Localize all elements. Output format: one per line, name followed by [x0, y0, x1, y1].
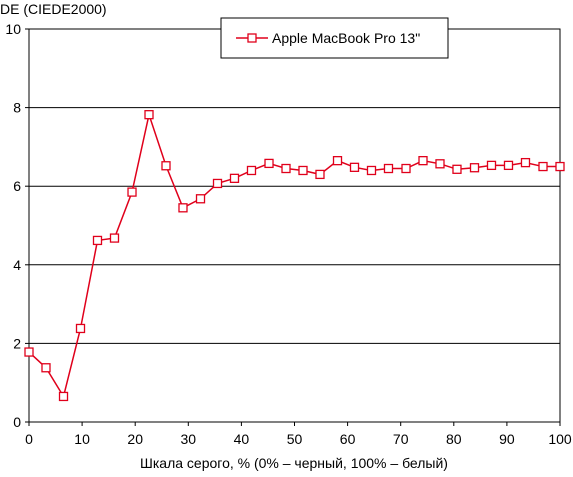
point-marker [538, 161, 548, 172]
point-marker [503, 160, 514, 171]
y-tick-label: 4 [13, 257, 21, 273]
point-marker [195, 194, 206, 204]
point-marker [246, 165, 257, 176]
x-tick-label: 10 [74, 431, 90, 447]
y-tick-label: 10 [5, 21, 21, 37]
point-marker [161, 161, 171, 171]
point-marker [92, 235, 103, 246]
x-tick-label: 50 [287, 431, 303, 447]
point-marker [555, 161, 565, 172]
point-marker [58, 391, 69, 402]
point-marker [298, 165, 308, 176]
point-marker [332, 156, 343, 166]
point-marker [127, 187, 137, 197]
y-tick-label: 0 [13, 414, 21, 430]
plot-frame [28, 28, 561, 423]
point-marker [315, 169, 325, 180]
x-tick-label: 70 [393, 431, 409, 447]
legend-label: Apple MacBook Pro 13" [272, 30, 420, 46]
point-marker [435, 159, 445, 169]
legend-marker [247, 33, 257, 43]
point-marker [418, 156, 428, 166]
x-axis-label: Шкала серого, % (0% – черный, 100% – бел… [140, 455, 448, 471]
x-tick-label: 40 [234, 431, 250, 447]
y-tick-label: 8 [13, 100, 21, 116]
point-marker [229, 173, 240, 183]
point-marker [41, 363, 51, 373]
x-tick-label: 30 [181, 431, 197, 447]
point-marker [178, 203, 188, 213]
point-marker [24, 347, 34, 357]
y-tick-label: 2 [13, 335, 21, 351]
point-marker [212, 178, 223, 189]
point-marker [144, 110, 154, 120]
series-line [28, 111, 560, 399]
point-marker [281, 163, 291, 174]
point-marker [486, 160, 497, 171]
point-marker [366, 165, 377, 176]
x-tick-label: 90 [499, 431, 515, 447]
point-marker [75, 323, 86, 334]
point-marker [401, 163, 411, 174]
x-tick-label: 80 [446, 431, 462, 447]
x-tick-label: 20 [127, 431, 143, 447]
point-marker [469, 163, 480, 173]
x-tick-label: 100 [548, 431, 572, 447]
point-marker [452, 164, 462, 174]
point-marker [520, 157, 531, 168]
point-marker [109, 233, 120, 243]
y-axis-label: DE (CIEDE2000) [0, 1, 107, 17]
point-marker [383, 163, 394, 174]
point-marker [349, 162, 360, 172]
y-tick-label: 6 [13, 178, 21, 194]
x-tick-label: 60 [340, 431, 356, 447]
x-tick-label: 0 [25, 431, 33, 447]
point-marker [264, 158, 274, 169]
